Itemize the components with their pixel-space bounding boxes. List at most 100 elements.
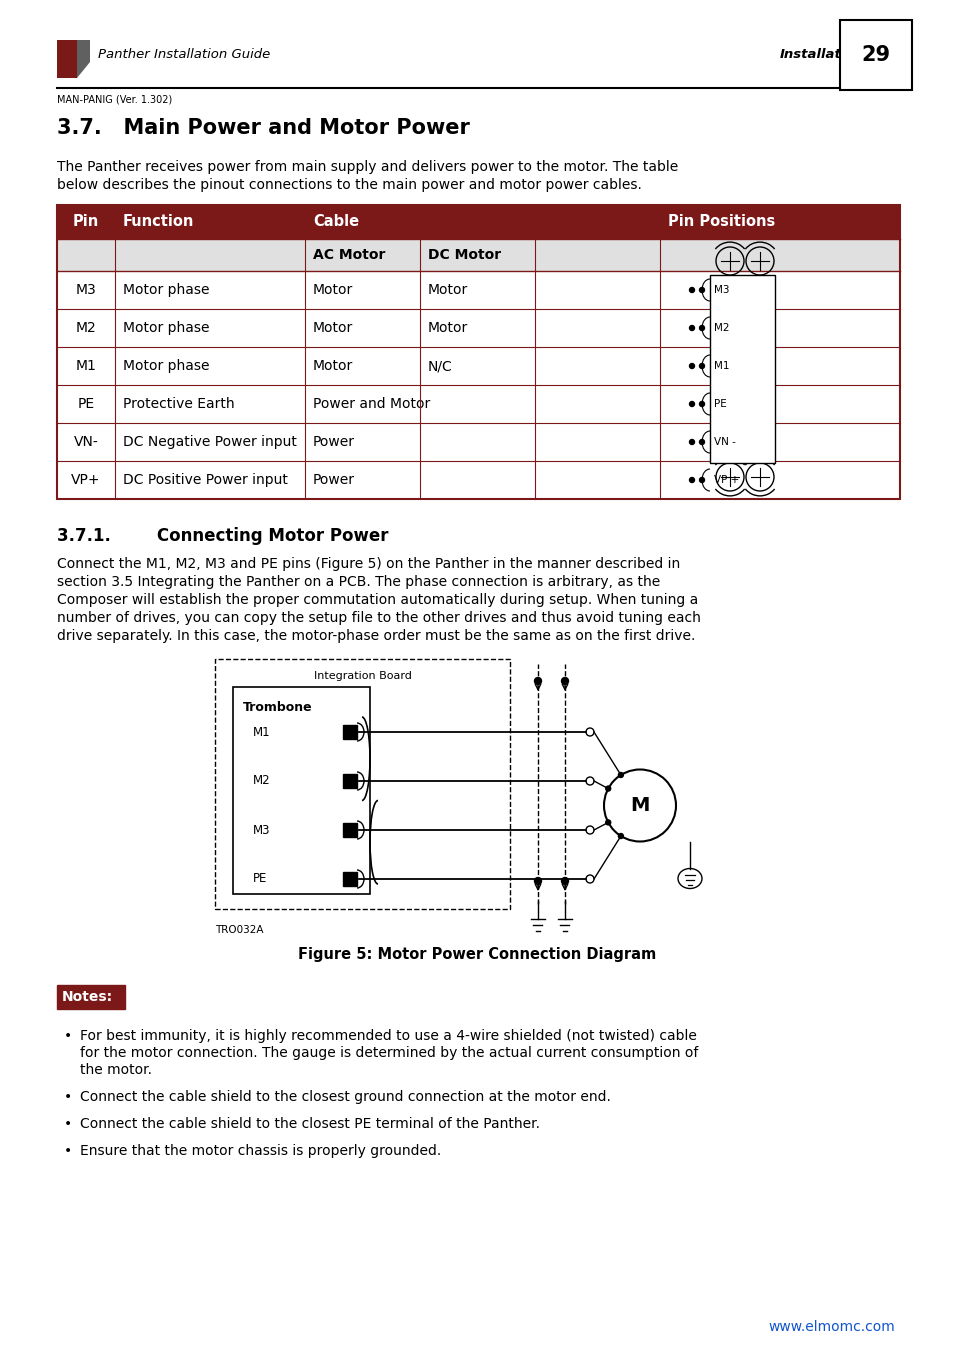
Text: Figure 5: Motor Power Connection Diagram: Figure 5: Motor Power Connection Diagram [297, 946, 656, 963]
Ellipse shape [699, 363, 703, 369]
Text: Connect the cable shield to the closest PE terminal of the Panther.: Connect the cable shield to the closest … [80, 1116, 539, 1131]
Ellipse shape [605, 786, 610, 791]
Text: Motor: Motor [313, 359, 353, 373]
Ellipse shape [689, 363, 694, 369]
Text: DC Positive Power input: DC Positive Power input [123, 472, 288, 487]
Text: www.elmomc.com: www.elmomc.com [767, 1320, 894, 1334]
Ellipse shape [689, 401, 694, 406]
Ellipse shape [618, 833, 622, 838]
Text: Cable: Cable [313, 215, 358, 230]
Text: Connect the cable shield to the closest ground connection at the motor end.: Connect the cable shield to the closest … [80, 1089, 610, 1104]
Ellipse shape [618, 772, 622, 778]
Ellipse shape [561, 878, 568, 884]
FancyBboxPatch shape [57, 986, 125, 1008]
Text: Ensure that the motor chassis is properly grounded.: Ensure that the motor chassis is properl… [80, 1143, 441, 1158]
Text: VP +: VP + [713, 475, 739, 485]
Text: Motor phase: Motor phase [123, 359, 210, 373]
FancyBboxPatch shape [57, 205, 899, 239]
Ellipse shape [699, 478, 703, 482]
Text: For best immunity, it is highly recommended to use a 4-wire shielded (not twiste: For best immunity, it is highly recommen… [80, 1029, 696, 1044]
Text: Motor phase: Motor phase [123, 284, 210, 297]
Text: DC Motor: DC Motor [428, 248, 500, 262]
Text: Pin Positions: Pin Positions [667, 215, 775, 230]
Text: Protective Earth: Protective Earth [123, 397, 234, 410]
Polygon shape [77, 40, 90, 78]
Text: Pin: Pin [72, 215, 99, 230]
Text: VN-: VN- [73, 435, 98, 450]
Text: 3.7.1.        Connecting Motor Power: 3.7.1. Connecting Motor Power [57, 526, 388, 545]
Text: section 3.5 Integrating the Panther on a PCB. The phase connection is arbitrary,: section 3.5 Integrating the Panther on a… [57, 575, 659, 589]
Ellipse shape [689, 478, 694, 482]
Text: Function: Function [123, 215, 194, 230]
FancyBboxPatch shape [57, 347, 899, 385]
Text: 29: 29 [861, 45, 890, 65]
Text: •: • [64, 1143, 72, 1158]
FancyBboxPatch shape [343, 774, 356, 788]
Text: MAN-PANIG (Ver. 1.302): MAN-PANIG (Ver. 1.302) [57, 95, 172, 105]
Text: N/C: N/C [428, 359, 453, 373]
Text: The Panther receives power from main supply and delivers power to the motor. The: The Panther receives power from main sup… [57, 161, 678, 174]
Text: Installation: Installation [780, 49, 864, 62]
Text: •: • [64, 1029, 72, 1044]
Text: M1: M1 [713, 360, 729, 371]
Text: AC Motor: AC Motor [313, 248, 385, 262]
Ellipse shape [534, 678, 541, 684]
Text: PE: PE [253, 872, 267, 886]
Text: M3: M3 [253, 824, 271, 837]
FancyBboxPatch shape [343, 824, 356, 837]
Text: Panther Installation Guide: Panther Installation Guide [98, 49, 270, 62]
Text: M1: M1 [75, 359, 96, 373]
Text: Composer will establish the proper commutation automatically during setup. When : Composer will establish the proper commu… [57, 593, 698, 608]
Text: Power: Power [313, 435, 355, 450]
FancyBboxPatch shape [57, 460, 899, 500]
FancyBboxPatch shape [343, 725, 356, 738]
FancyBboxPatch shape [709, 275, 774, 463]
FancyBboxPatch shape [57, 309, 899, 347]
Text: Motor: Motor [313, 284, 353, 297]
Text: Notes:: Notes: [62, 990, 113, 1004]
Text: PE: PE [713, 400, 726, 409]
Text: M1: M1 [253, 725, 271, 738]
Text: VP+: VP+ [71, 472, 101, 487]
Ellipse shape [699, 440, 703, 444]
Text: DC Negative Power input: DC Negative Power input [123, 435, 296, 450]
Text: M2: M2 [253, 775, 271, 787]
Text: TRO032A: TRO032A [214, 925, 263, 936]
Text: the motor.: the motor. [80, 1062, 152, 1077]
Text: M: M [630, 796, 649, 815]
Ellipse shape [605, 819, 610, 825]
FancyBboxPatch shape [840, 20, 911, 90]
Ellipse shape [699, 325, 703, 331]
Text: PE: PE [77, 397, 94, 410]
FancyBboxPatch shape [57, 423, 899, 460]
Text: Power: Power [313, 472, 355, 487]
FancyBboxPatch shape [343, 872, 356, 886]
Text: Motor: Motor [428, 321, 468, 335]
Text: Trombone: Trombone [243, 701, 313, 714]
FancyBboxPatch shape [57, 385, 899, 423]
Ellipse shape [689, 440, 694, 444]
Text: M2: M2 [713, 323, 729, 333]
Text: Motor: Motor [428, 284, 468, 297]
Text: M2: M2 [75, 321, 96, 335]
FancyBboxPatch shape [57, 239, 899, 271]
FancyBboxPatch shape [57, 271, 899, 309]
Text: Motor phase: Motor phase [123, 321, 210, 335]
Ellipse shape [699, 401, 703, 406]
Text: number of drives, you can copy the setup file to the other drives and thus avoid: number of drives, you can copy the setup… [57, 612, 700, 625]
Text: 3.7.   Main Power and Motor Power: 3.7. Main Power and Motor Power [57, 117, 470, 138]
Ellipse shape [689, 325, 694, 331]
Text: •: • [64, 1116, 72, 1131]
Text: M3: M3 [75, 284, 96, 297]
Text: M3: M3 [713, 285, 729, 296]
Ellipse shape [699, 288, 703, 293]
Text: Integration Board: Integration Board [314, 671, 411, 680]
Text: below describes the pinout connections to the main power and motor power cables.: below describes the pinout connections t… [57, 178, 641, 192]
FancyBboxPatch shape [57, 40, 77, 78]
Text: Connect the M1, M2, M3 and PE pins (Figure 5) on the Panther in the manner descr: Connect the M1, M2, M3 and PE pins (Figu… [57, 558, 679, 571]
Ellipse shape [689, 288, 694, 293]
Text: •: • [64, 1089, 72, 1104]
Text: Motor: Motor [313, 321, 353, 335]
Text: drive separately. In this case, the motor-phase order must be the same as on the: drive separately. In this case, the moto… [57, 629, 695, 643]
Ellipse shape [561, 678, 568, 684]
